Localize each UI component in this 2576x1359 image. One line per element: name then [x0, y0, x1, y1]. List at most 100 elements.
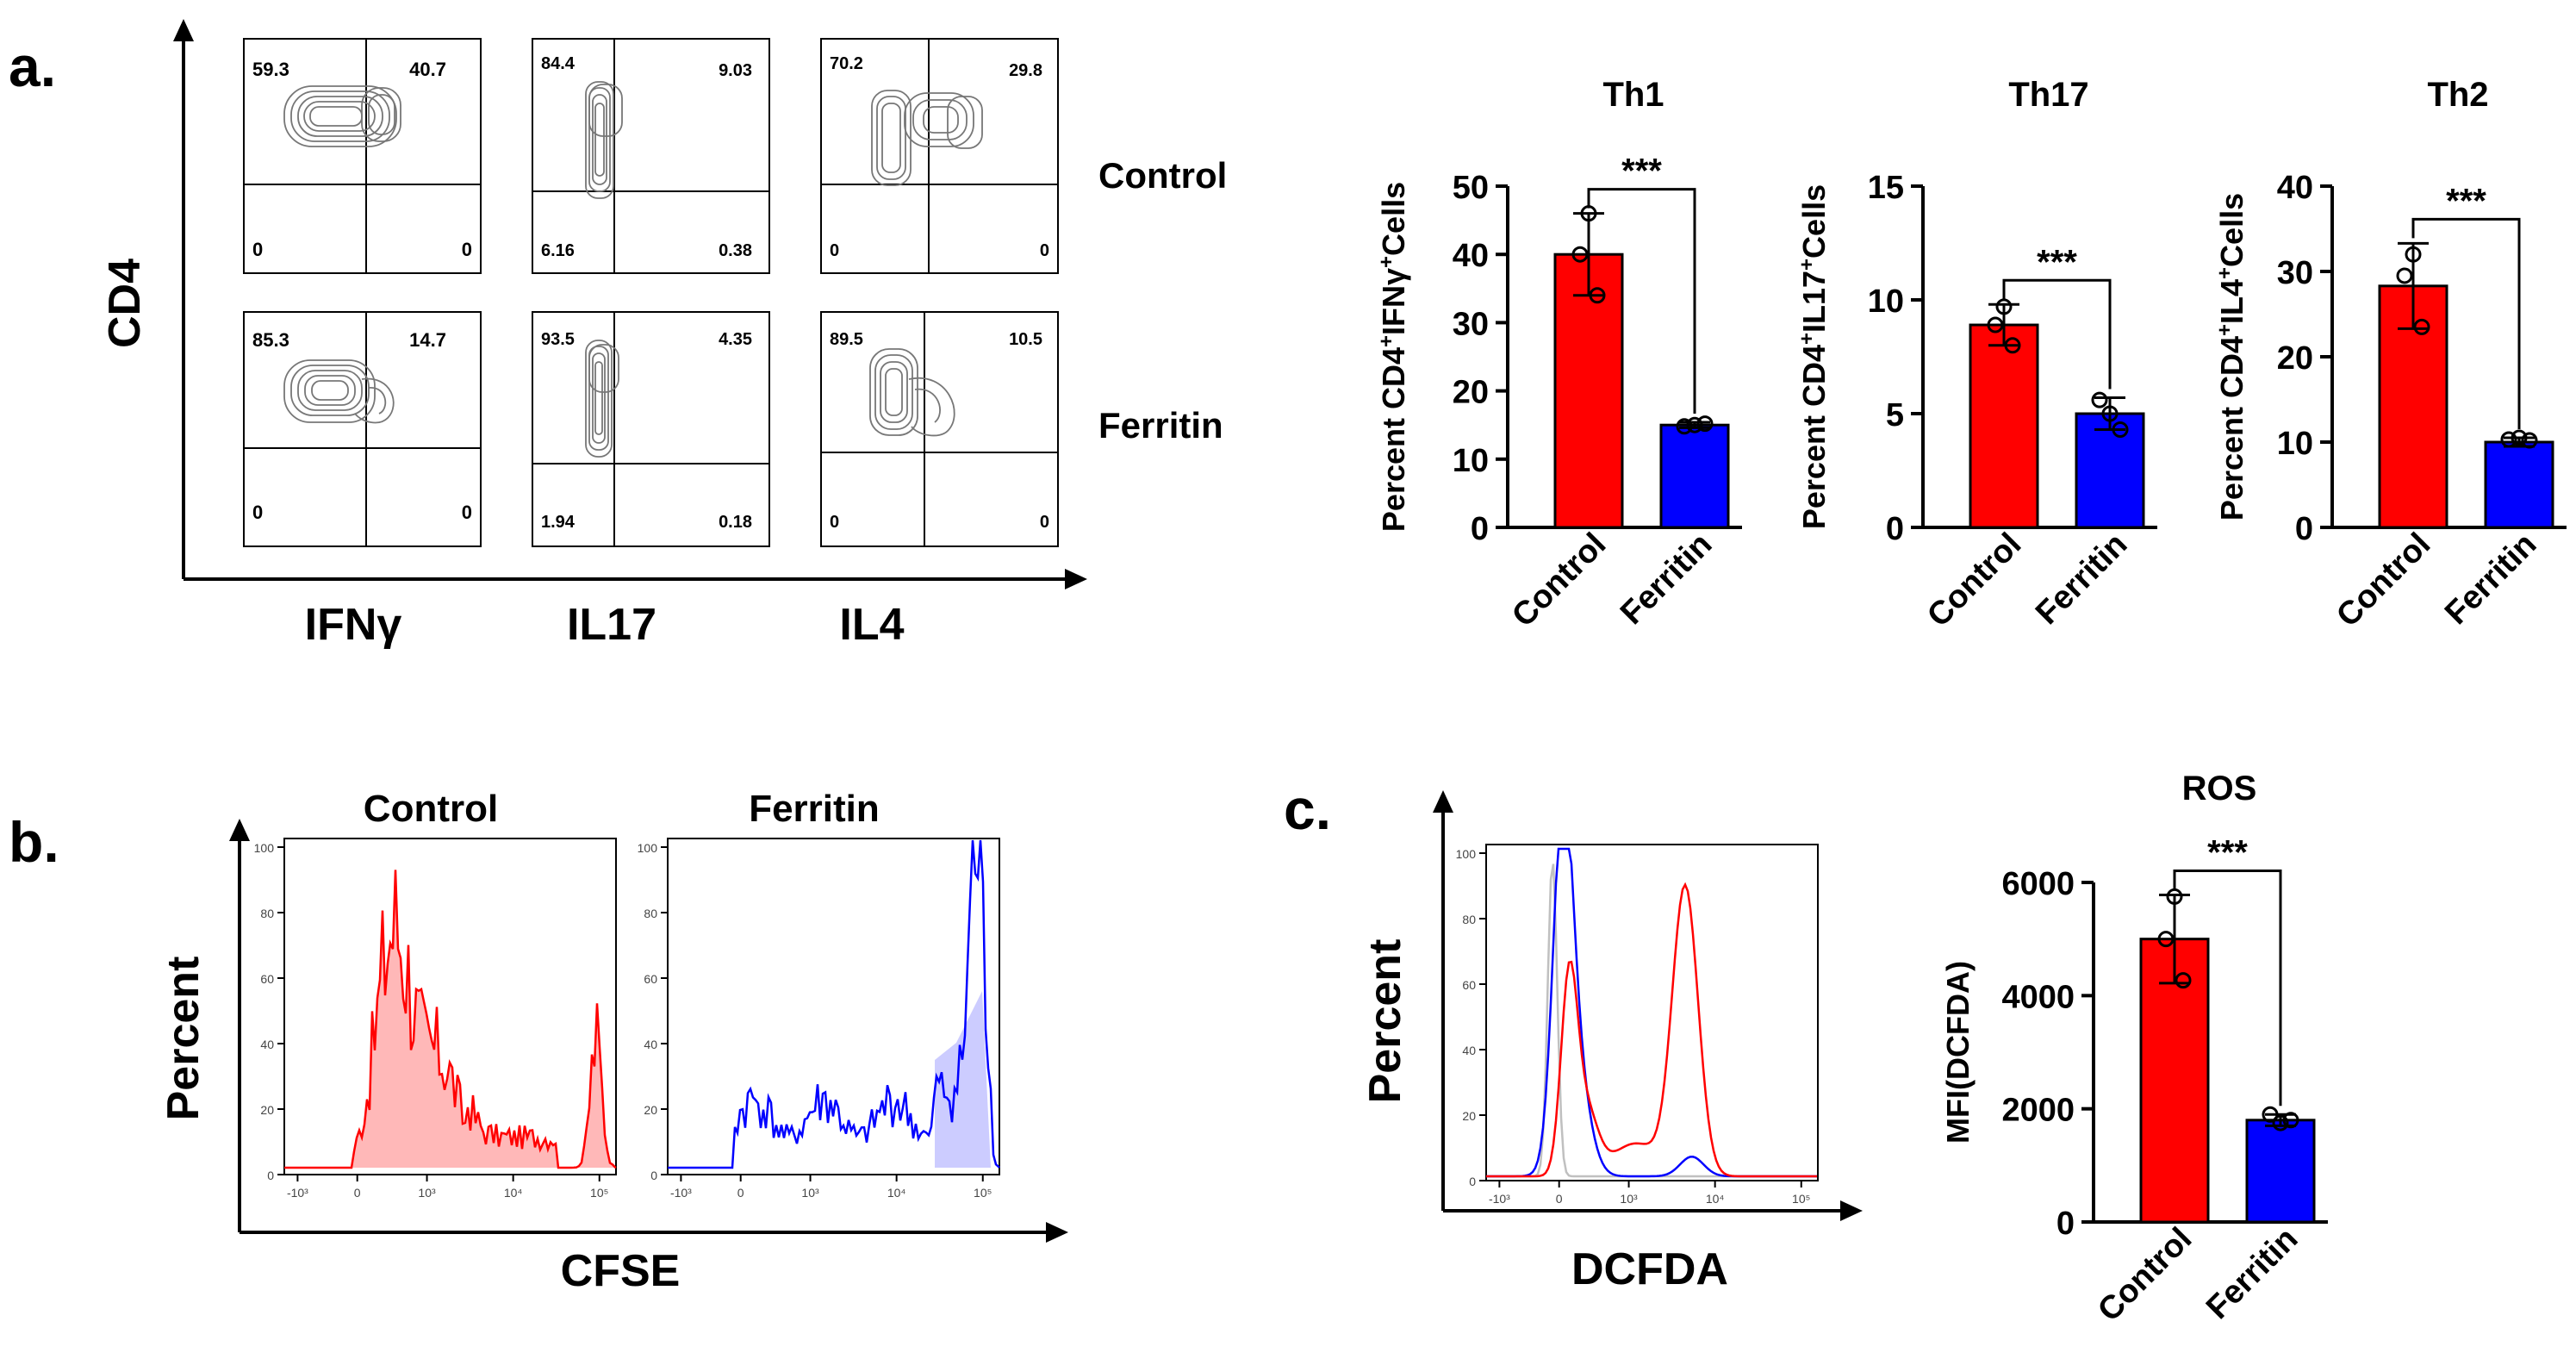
y-tick-label: 30 [2277, 255, 2313, 291]
significance-bracket [2002, 278, 2112, 390]
cfse-control-curve [284, 870, 617, 1169]
flow-a-x-label-2: IL17 [567, 600, 656, 650]
flow-a-x-arrow [1065, 569, 1087, 589]
category-label: Ferritin [2438, 527, 2543, 632]
cfse-ferritin-xtick-label: -10³ [670, 1186, 692, 1200]
cfse-control-ytick-label: 40 [260, 1038, 274, 1051]
flow-plot-0-0: 59.3 40.7 0 0 [243, 38, 482, 274]
chart-title: Th1 [1602, 76, 1664, 114]
flow-a-x-label-3: IL4 [839, 600, 904, 650]
cfse-control-ytick-label: 20 [260, 1103, 274, 1117]
y-tick-label: 10 [2277, 426, 2313, 462]
y-tick-label: 5 [1886, 397, 1904, 433]
flow-plot-0-2: 70.2 29.8 0 0 [820, 38, 1059, 274]
histo-b-axes: 0 20 40 60 80 100 -10³ 0 10³ 10⁴ 10⁵ 0 20 40 60 80 100 -1… [254, 838, 1000, 1200]
q-1-1-lr: 0.18 [719, 513, 752, 532]
cfse-ferritin-frame [667, 838, 1000, 1175]
category-label: Control [1505, 527, 1613, 634]
data-point [2521, 432, 2538, 449]
contour-1-0 [283, 359, 395, 424]
q-0-0-lr: 0 [462, 239, 472, 260]
chart-title: Th17 [2008, 76, 2088, 114]
cfse-ferritin-ytick-label: 0 [650, 1169, 657, 1182]
row-label-control: Control [1098, 155, 1227, 196]
contour-1-1 [585, 340, 619, 458]
data-point [1686, 416, 1703, 433]
y-tick-label: 15 [1868, 170, 1904, 206]
cfse-control-xtick-label: 10⁴ [504, 1186, 523, 1200]
row-label-ferritin: Ferritin [1098, 405, 1223, 446]
flow-panel-a: CD4 IFNγ IL17 IL4 Control Ferritin 59.3 … [100, 19, 1227, 650]
dcfda-ytick-label: 0 [1469, 1175, 1476, 1188]
histo-c-curves [1486, 847, 1817, 1178]
histo-b-y-arrow [229, 819, 250, 841]
q-0-1-lr: 0.38 [719, 241, 752, 260]
cfse-ferritin-curve [668, 839, 1000, 1169]
data-point [1571, 246, 1589, 263]
dcfda-xtick-label: 10⁵ [1792, 1192, 1810, 1206]
contour-0-1 [585, 81, 623, 199]
q-0-0-ll: 0 [252, 239, 263, 260]
significance-label: *** [1621, 153, 1662, 190]
data-point [2396, 267, 2413, 284]
bar-chart-th1: 0 10 20 30 40 50 Th1 Percent CD4+IFNγ+Cells Cont… [1375, 76, 1742, 634]
cfse-ferritin-fill [935, 991, 991, 1168]
y-axis-label: Percent CD4+IFNγ+Cells [1375, 182, 1412, 532]
y-tick-label: 40 [2277, 170, 2313, 206]
cfse-ferritin-xtick-label: 10⁴ [887, 1186, 906, 1200]
dcfda-ytick-label: 20 [1462, 1109, 1476, 1123]
bar-control [1553, 252, 1624, 529]
y-tick-label: 30 [1453, 306, 1489, 342]
cfse-ferritin-xtick-label: 0 [737, 1186, 744, 1200]
chart-title: Th2 [2427, 76, 2488, 114]
y-tick-label: 0 [2295, 511, 2313, 547]
significance-label: *** [2207, 833, 2248, 871]
q-1-0-ur: 14.7 [409, 329, 446, 351]
category-label: Ferritin [1614, 527, 1719, 632]
y-tick-label: 10 [1453, 443, 1489, 479]
y-tick-label: 6000 [2001, 866, 2075, 902]
q-1-1-ll: 1.94 [541, 513, 576, 532]
panel-label-a: a. [9, 34, 56, 98]
significance-label: *** [2446, 182, 2486, 220]
q-0-2-ur: 29.8 [1009, 61, 1042, 80]
histo-panel-c: Percent DCFDA 0 20 40 60 80 100 -10³ 0 10³ 10⁴ 10⁵ [1360, 790, 1863, 1294]
q-1-1-ul: 93.5 [541, 330, 575, 349]
bar-chart-th17: 0 5 10 15 Th17 Percent CD4+IL17+Cells Control F… [1795, 76, 2157, 634]
data-point [2511, 429, 2528, 446]
dcfda-frame [1485, 844, 1819, 1181]
data-point [1987, 316, 2004, 334]
category-label: Control [1920, 527, 2028, 634]
q-1-0-ul: 85.3 [252, 329, 289, 351]
flow-a-y-arrow [173, 19, 194, 41]
cfse-ferritin-ytick-label: 20 [644, 1103, 657, 1117]
dcfda-ferritin-curve [1486, 847, 1817, 1178]
histo-c-axes: 0 20 40 60 80 100 -10³ 0 10³ 10⁴ 10⁵ [1456, 844, 1819, 1206]
flow-plot-1-2: 89.5 10.5 0 0 [820, 311, 1059, 547]
data-point [2091, 391, 2108, 408]
flow-plot-0-1: 84.4 9.03 6.16 0.38 [532, 38, 770, 274]
data-point [2405, 246, 2422, 263]
category-label: Ferritin [2200, 1221, 2305, 1326]
dcfda-unstained-curve [1486, 863, 1817, 1178]
bar-control [1969, 323, 2039, 529]
histo-b-title-ferritin: Ferritin [749, 788, 880, 830]
category-label: Control [2330, 527, 2437, 634]
dcfda-ytick-label: 80 [1462, 913, 1476, 926]
panel-label-c: c. [1284, 777, 1331, 841]
dcfda-xtick-label: 0 [1556, 1192, 1563, 1206]
significance-label: *** [2037, 243, 2077, 281]
cfse-control-xtick-label: 10³ [418, 1186, 436, 1200]
dcfda-xtick-label: 10⁴ [1706, 1192, 1725, 1206]
y-axis-label: Percent CD4+IL17+Cells [1795, 184, 1832, 529]
q-0-0-ur: 40.7 [409, 59, 446, 80]
histo-b-title-control: Control [364, 788, 498, 830]
data-point [2500, 431, 2517, 448]
q-1-2-ur: 10.5 [1009, 330, 1042, 349]
q-0-2-ul: 70.2 [830, 54, 863, 73]
data-point [2282, 1112, 2299, 1129]
category-label: Control [2091, 1221, 2199, 1329]
y-tick-label: 20 [2277, 340, 2313, 377]
dcfda-control-curve [1486, 882, 1817, 1178]
data-point [1696, 415, 1714, 433]
